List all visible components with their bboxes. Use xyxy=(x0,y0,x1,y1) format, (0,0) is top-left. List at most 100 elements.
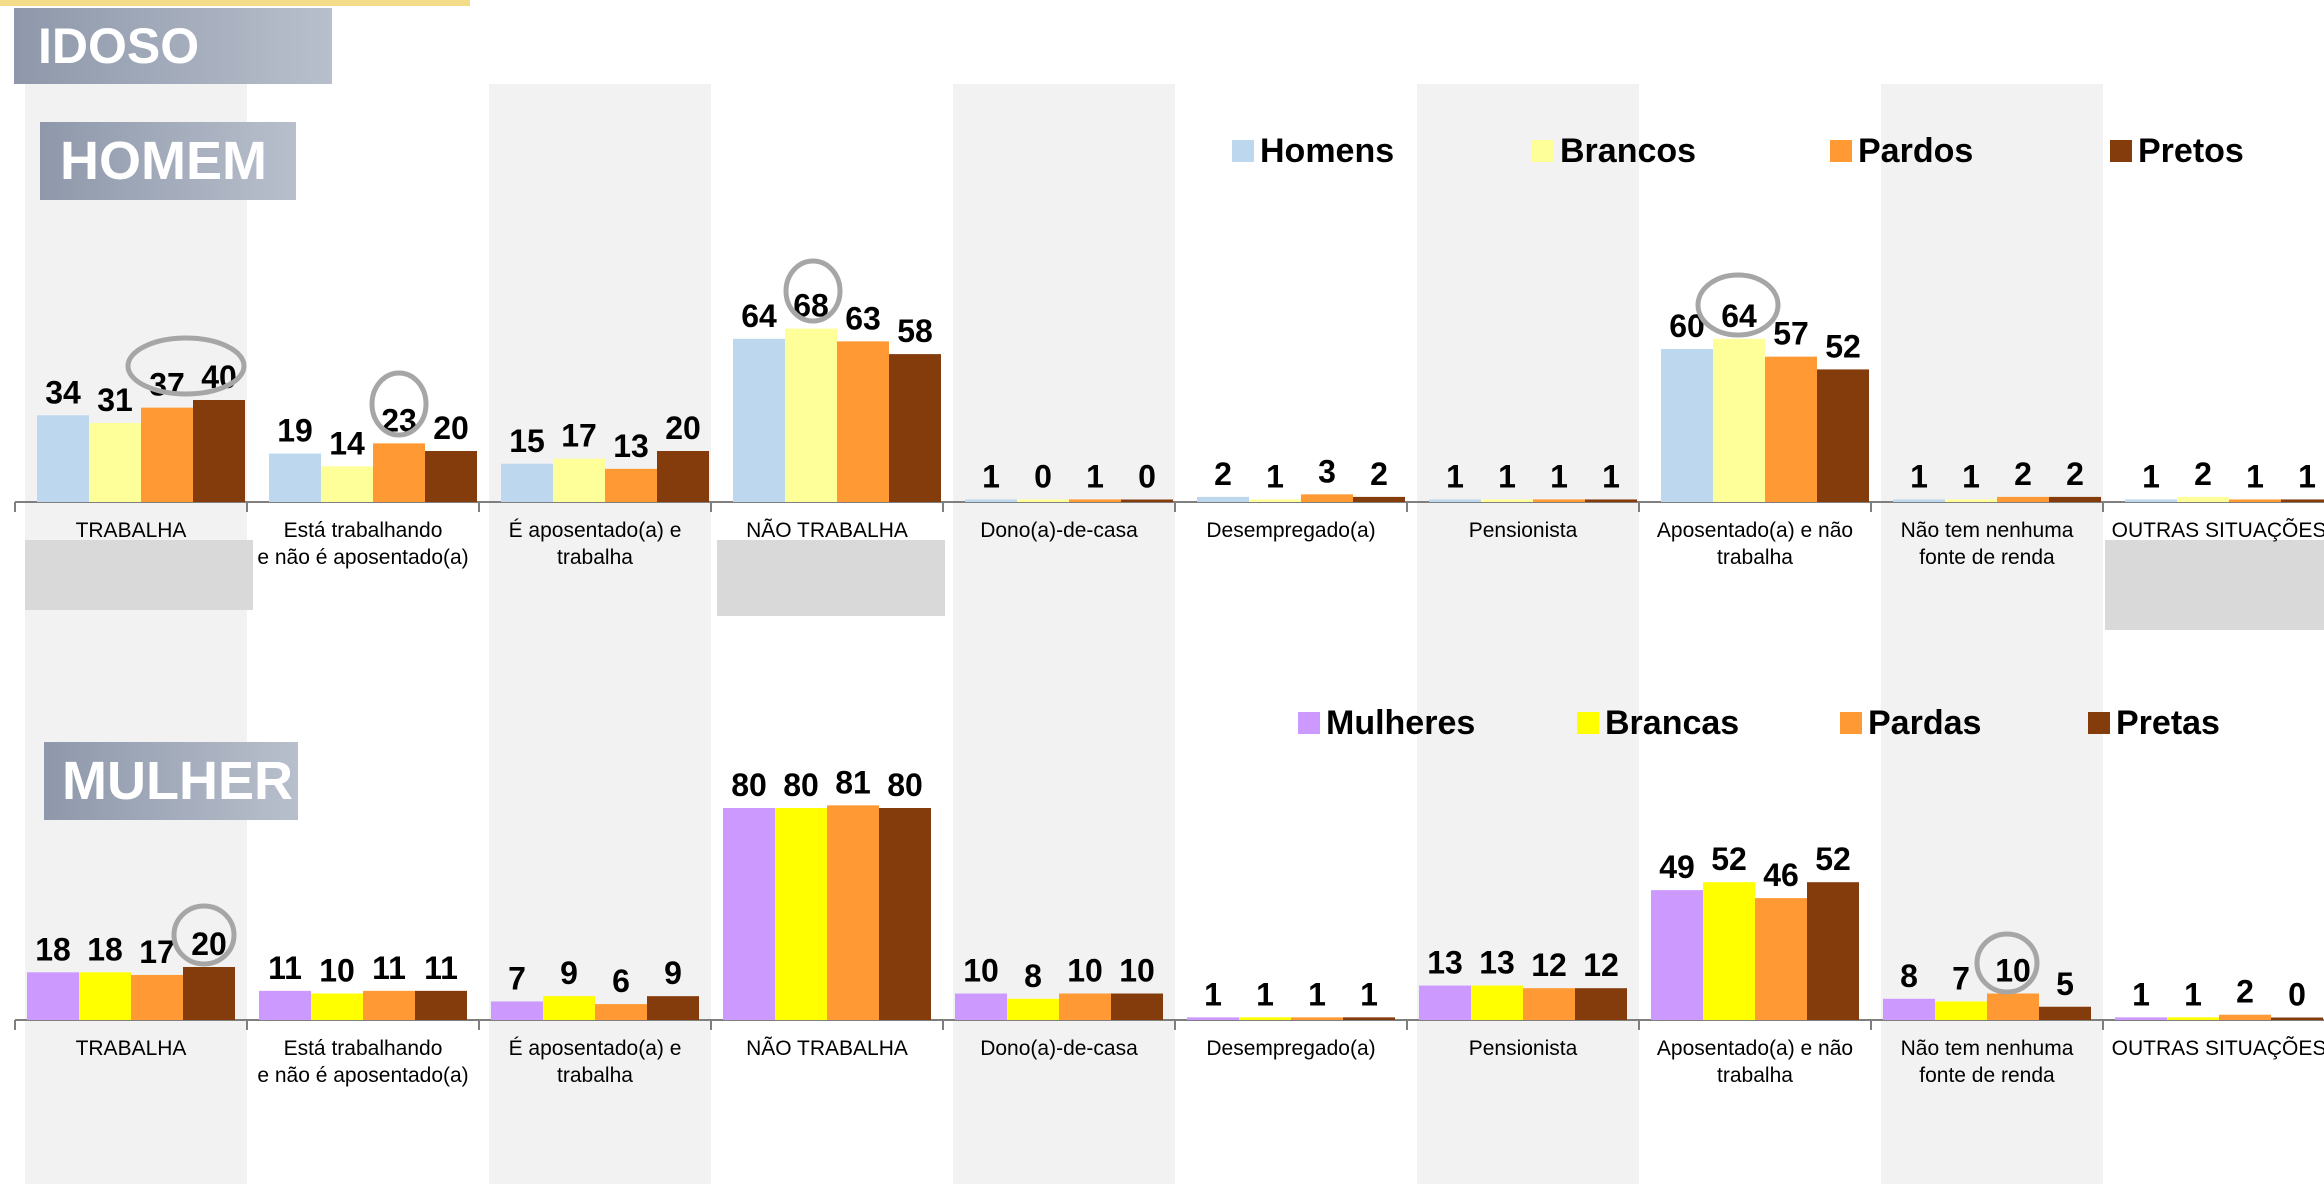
bar-brancas xyxy=(1703,882,1755,1020)
legend-label: Pretas xyxy=(2116,704,2220,742)
highlight-circle xyxy=(1695,272,1781,338)
category-label-line: NÃO TRABALHA xyxy=(746,518,908,542)
mulher-section-title: MULHER xyxy=(44,742,298,820)
category-label-line: Pensionista xyxy=(1469,1037,1578,1060)
category-label: Está trabalhando e não é aposentado(a) xyxy=(257,519,468,569)
category-label-line: trabalha xyxy=(1717,1064,1793,1087)
bar-homens xyxy=(1197,496,1249,502)
data-label: 1 xyxy=(2142,458,2160,494)
bar-brancos xyxy=(1249,499,1301,502)
bar-pardas xyxy=(2219,1014,2271,1020)
category-label-line: Aposentado(a) e não xyxy=(1657,519,1853,542)
category-label-line: Está trabalhando xyxy=(284,519,443,542)
data-label: 7 xyxy=(1952,960,1970,996)
category-label: Aposentado(a) e não trabalha xyxy=(1657,1037,1853,1087)
data-label: 1 xyxy=(1360,976,1378,1012)
bar-mulheres xyxy=(955,993,1007,1020)
data-label: 46 xyxy=(1763,857,1799,893)
category-label-line: Dono(a)-de-casa xyxy=(980,1037,1138,1060)
category-label-line: Desempregado(a) xyxy=(1206,1037,1375,1060)
bar-brancas xyxy=(1239,1017,1291,1020)
category-label: Dono(a)-de-casa xyxy=(980,519,1138,542)
bar-homens xyxy=(733,338,785,502)
bar-pretos xyxy=(2281,499,2324,502)
data-label: 18 xyxy=(87,931,123,967)
legend-swatch xyxy=(1232,140,1254,162)
category-label: Pensionista xyxy=(1469,519,1578,542)
data-label: 1 xyxy=(1910,458,1928,494)
category-label-line: Está trabalhando xyxy=(284,1037,443,1060)
bar-mulheres xyxy=(259,990,311,1020)
bar-homens xyxy=(2125,499,2177,502)
idoso-title: IDOSO xyxy=(14,8,332,84)
data-label: 1 xyxy=(1550,458,1568,494)
category-label: Desempregado(a) xyxy=(1206,1037,1375,1060)
data-label: 31 xyxy=(97,382,133,418)
data-label: 1 xyxy=(1266,458,1284,494)
data-label: 9 xyxy=(664,955,682,991)
data-label: 9 xyxy=(560,955,578,991)
legend-label: Pardos xyxy=(1858,132,1973,170)
data-label: 63 xyxy=(845,300,881,336)
top-accent-bar xyxy=(0,0,470,6)
data-label: 12 xyxy=(1583,947,1619,983)
data-label: 1 xyxy=(1446,458,1464,494)
bar-mulheres xyxy=(2115,1017,2167,1020)
highlight-circle xyxy=(1974,931,2040,995)
category-label-line: OUTRAS SITUAÇÕES xyxy=(2112,518,2324,542)
bar-pretas xyxy=(2271,1017,2323,1020)
data-label: 8 xyxy=(1024,958,1042,994)
bar-pardos xyxy=(1533,499,1585,502)
data-label: 1 xyxy=(2132,976,2150,1012)
data-label: 1 xyxy=(1602,458,1620,494)
data-label: 80 xyxy=(887,767,923,803)
bar-brancas xyxy=(79,972,131,1020)
legend-swatch xyxy=(2088,712,2110,734)
data-label: 13 xyxy=(613,428,649,464)
bar-pretas xyxy=(879,808,931,1020)
category-label: Pensionista xyxy=(1469,1037,1578,1060)
bar-pardas xyxy=(1523,988,1575,1020)
category-label: É aposentado(a) e trabalha xyxy=(509,519,682,569)
data-label: 1 xyxy=(2246,458,2264,494)
data-label: 57 xyxy=(1773,316,1809,352)
bar-pardos xyxy=(373,443,425,502)
data-label: 2 xyxy=(2194,456,2212,492)
data-label: 80 xyxy=(731,767,767,803)
bar-homens xyxy=(1429,499,1481,502)
category-label: É aposentado(a) e trabalha xyxy=(509,1037,682,1087)
bar-mulheres xyxy=(1187,1017,1239,1020)
data-label: 0 xyxy=(2288,977,2306,1013)
bar-pardos xyxy=(1997,496,2049,502)
bar-mulheres xyxy=(1883,998,1935,1020)
legend-label: Brancos xyxy=(1560,132,1696,170)
legend-swatch xyxy=(1830,140,1852,162)
bar-brancas xyxy=(1935,1001,1987,1020)
data-label: 1 xyxy=(2184,976,2202,1012)
bar-pardos xyxy=(2229,499,2281,502)
highlight-circle xyxy=(171,903,237,967)
bar-pardos xyxy=(837,341,889,502)
bar-brancos xyxy=(785,328,837,502)
data-label: 11 xyxy=(424,950,458,986)
data-label: 18 xyxy=(35,931,71,967)
category-label-line: Dono(a)-de-casa xyxy=(980,519,1138,542)
category-label-line: Desempregado(a) xyxy=(1206,519,1375,542)
bar-mulheres xyxy=(1651,890,1703,1020)
bar-homens xyxy=(965,499,1017,502)
bar-brancos xyxy=(1945,499,1997,502)
data-label: 1 xyxy=(1308,976,1326,1012)
data-label: 49 xyxy=(1659,849,1695,885)
data-label: 0 xyxy=(1034,459,1052,495)
data-label: 37 xyxy=(149,367,185,403)
category-highlight-box xyxy=(717,540,945,616)
data-label: 10 xyxy=(1067,953,1103,989)
legend-label: Pretos xyxy=(2138,132,2244,170)
data-label: 12 xyxy=(1531,947,1567,983)
data-label: 1 xyxy=(1086,458,1104,494)
bar-pretos xyxy=(425,451,477,502)
data-label: 10 xyxy=(1119,953,1155,989)
legend-swatch xyxy=(1532,140,1554,162)
data-label: 13 xyxy=(1427,945,1463,981)
